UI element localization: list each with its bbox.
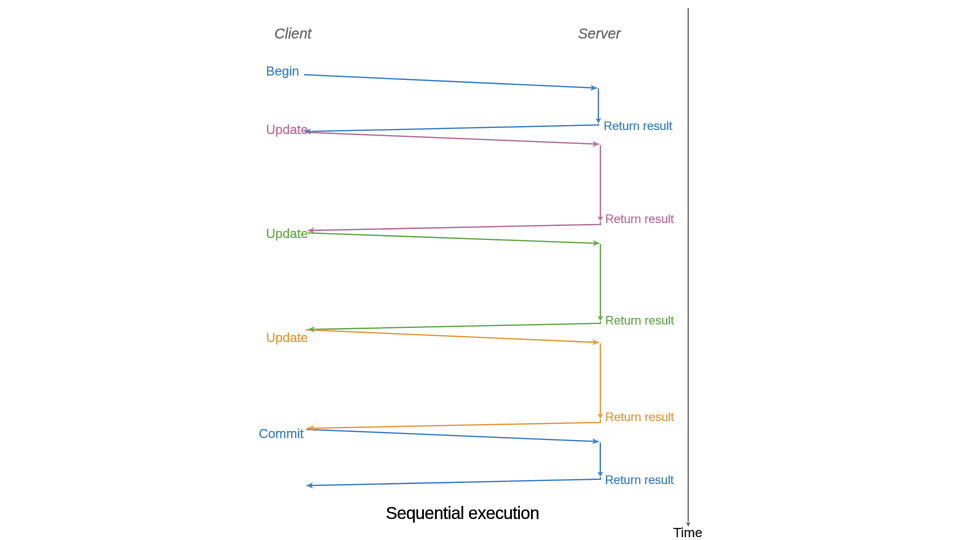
- svg-text:Update: Update: [266, 330, 308, 345]
- svg-text:Sequential execution: Sequential execution: [386, 503, 539, 523]
- svg-text:Server: Server: [578, 27, 622, 43]
- svg-text:Update: Update: [266, 122, 308, 137]
- svg-text:Return result: Return result: [605, 410, 674, 424]
- svg-text:Begin: Begin: [266, 64, 299, 79]
- svg-text:Time: Time: [673, 525, 702, 540]
- svg-text:Return result: Return result: [604, 119, 673, 133]
- svg-text:Return result: Return result: [605, 314, 674, 328]
- svg-text:Client: Client: [274, 27, 312, 43]
- svg-text:Commit: Commit: [259, 426, 304, 441]
- svg-text:Return result: Return result: [605, 473, 674, 487]
- svg-text:Return result: Return result: [605, 212, 674, 226]
- svg-text:Update: Update: [266, 226, 308, 241]
